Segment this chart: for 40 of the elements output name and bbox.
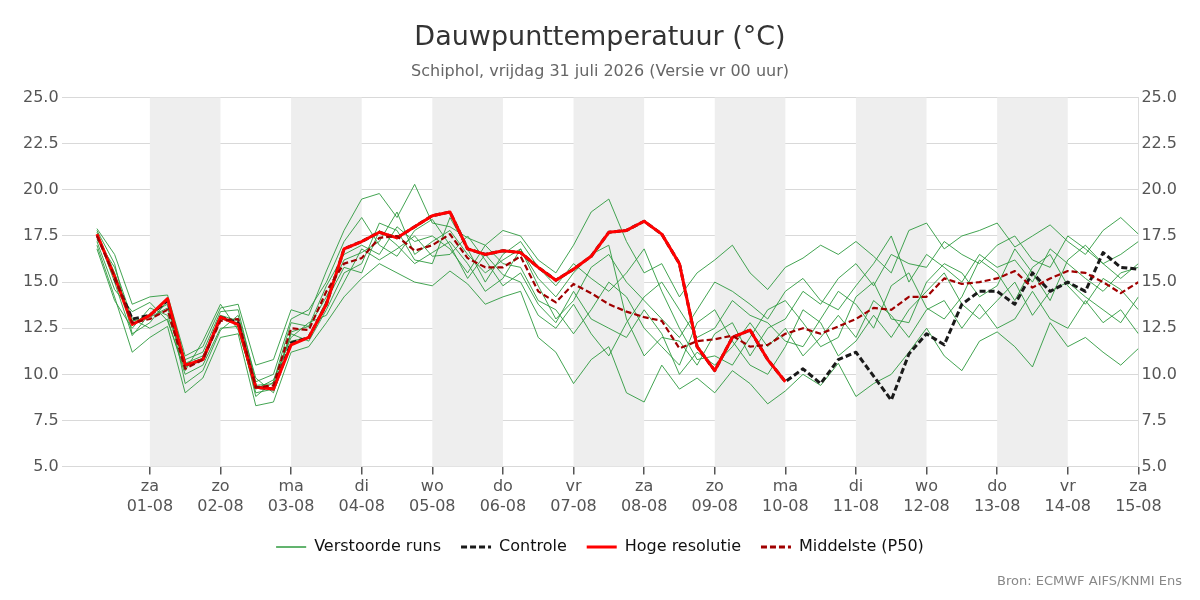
y-tick-label: 20.0 (23, 179, 59, 199)
y-tick-label: 17.5 (23, 225, 59, 245)
legend-label: Hoge resolutie (624, 536, 741, 556)
x-tick-label: zo 09-08 (691, 476, 738, 515)
x-tick-label: do 13-08 (973, 476, 1021, 515)
y2-tick-label: 15.0 (1141, 271, 1177, 291)
x-tick-label: vr 14-08 (1044, 476, 1092, 515)
y2-tick-label: 10.0 (1141, 363, 1177, 383)
x-tick-label: za 15-08 (1115, 476, 1162, 515)
y2-tick-label: 5.0 (1141, 455, 1167, 475)
x-tick-label: wo 05-08 (409, 476, 456, 515)
legend-label: Middelste (P50) (798, 536, 924, 556)
x-tick-label: vr 07-08 (550, 476, 597, 515)
y-tick-label: 10.0 (23, 363, 59, 383)
legend-label: Verstoorde runs (314, 536, 442, 556)
x-tick-label: za 01-08 (126, 476, 174, 515)
y2-tick-label: 12.5 (1141, 317, 1177, 337)
x-tick-label: ma 10-08 (762, 476, 809, 515)
legend-label: Controle (499, 536, 567, 556)
x-tick-label: za 08-08 (620, 476, 668, 515)
y-tick-label: 25.0 (23, 86, 59, 106)
x-tick-label: di 04-08 (338, 476, 385, 515)
y-tick-label: 22.5 (23, 132, 59, 152)
y2-tick-label: 22.5 (1141, 132, 1177, 152)
y2-tick-label: 17.5 (1141, 225, 1177, 245)
y-tick-label: 5.0 (33, 455, 59, 475)
x-tick-label: wo 12-08 (903, 476, 950, 515)
x-tick-label: do 06-08 (479, 476, 527, 515)
y-tick-label: 7.5 (33, 409, 59, 429)
y2-tick-label: 25.0 (1141, 86, 1177, 106)
x-tick-label: ma 03-08 (267, 476, 315, 515)
y-tick-label: 15.0 (23, 271, 59, 291)
x-tick-label: di 11-08 (832, 476, 880, 515)
y-tick-label: 12.5 (23, 317, 59, 337)
chart-title: Dauwpunttemperatuur (°C) (414, 20, 786, 52)
text: Bron: ECMWF AIFS/KNMI Ens (997, 573, 1182, 588)
x-tick-label: zo 02-08 (197, 476, 244, 515)
y2-tick-label: 7.5 (1141, 409, 1167, 429)
y2-tick-label: 20.0 (1141, 179, 1177, 199)
chart-subtitle: Schiphol, vrijdag 31 juli 2026 (Versie vr 00 uur) (411, 61, 789, 81)
